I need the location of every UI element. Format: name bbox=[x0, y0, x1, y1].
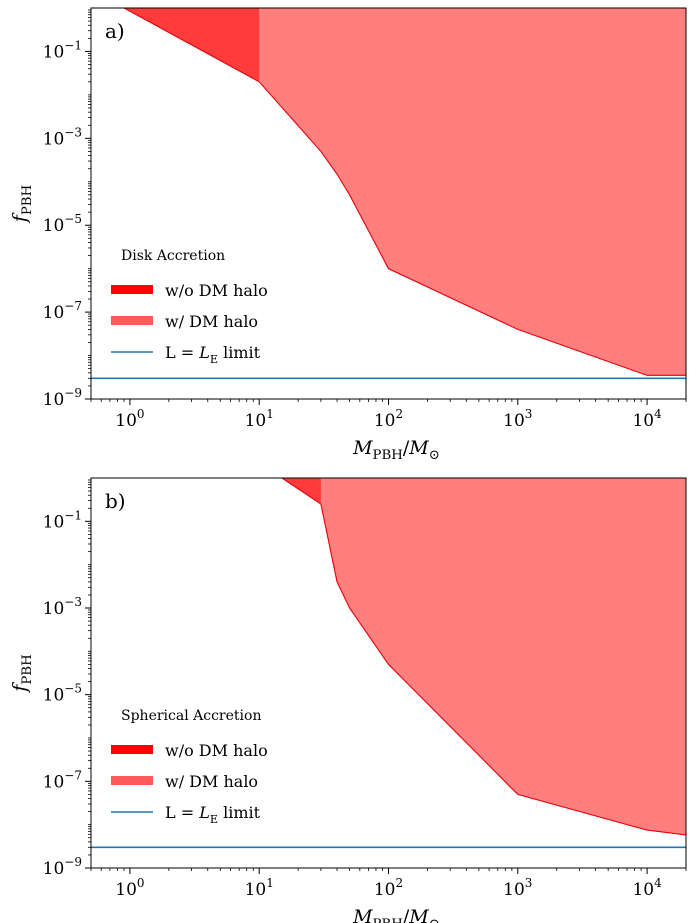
y-tick-label: 10−1 bbox=[43, 38, 82, 62]
y-axis-label: fPBH bbox=[9, 654, 35, 693]
y-tick-label: 10−5 bbox=[43, 682, 82, 706]
y-tick-label: 10−3 bbox=[43, 125, 82, 149]
x-tick-label: 101 bbox=[245, 876, 274, 900]
legend-swatch-without-dm-halo bbox=[111, 745, 153, 754]
y-tick-label: 10−5 bbox=[43, 212, 82, 236]
legend-label: L = LE limit bbox=[165, 803, 261, 826]
y-tick-label: 10−7 bbox=[43, 299, 82, 323]
legend: Spherical Accretion w/o DM halo w/ DM halo… bbox=[111, 708, 268, 826]
y-tick-label: 10−3 bbox=[43, 595, 82, 619]
boundary-with-dm-halo bbox=[320, 503, 686, 836]
chart-panel-a: 100 101 102 103 104 10−9 10−7 10−5 10−3 10−1 MPBH/… bbox=[9, 7, 687, 463]
x-axis-label: MPBH/M⊙ bbox=[352, 437, 440, 463]
x-tick-label: 104 bbox=[632, 407, 662, 431]
legend-title: Spherical Accretion bbox=[121, 708, 261, 724]
plot-area bbox=[91, 8, 686, 380]
boundary-with-dm-halo bbox=[258, 81, 686, 376]
plot-area bbox=[91, 478, 686, 849]
legend-title: Disk Accretion bbox=[121, 248, 225, 264]
region-with-dm-halo bbox=[320, 478, 686, 835]
x-tick-label: 103 bbox=[503, 407, 532, 431]
x-axis-label: MPBH/M⊙ bbox=[352, 906, 440, 923]
x-tick-label: 102 bbox=[374, 407, 403, 431]
legend-label: w/o DM halo bbox=[165, 741, 268, 760]
legend-swatch-with-dm-halo bbox=[111, 776, 153, 785]
legend-label: w/ DM halo bbox=[165, 772, 258, 791]
y-tick-label: 10−7 bbox=[43, 768, 82, 792]
legend-label: w/ DM halo bbox=[165, 312, 258, 331]
legend: Disk Accretion w/o DM halo w/ DM halo L = L… bbox=[111, 248, 268, 366]
y-tick-label: 10−1 bbox=[43, 508, 82, 532]
legend-label: w/o DM halo bbox=[165, 281, 268, 300]
x-tick-label: 103 bbox=[503, 876, 532, 900]
x-tick-label: 100 bbox=[115, 876, 144, 900]
x-tick-label: 101 bbox=[245, 407, 274, 431]
chart-panel-b: 100 101 102 103 104 10−9 10−7 10−5 10−3 10−1 MPBH/… bbox=[9, 477, 687, 923]
y-tick-label: 10−9 bbox=[43, 386, 82, 410]
x-tick-label: 102 bbox=[374, 876, 403, 900]
x-tick-label: 100 bbox=[115, 407, 144, 431]
panel-label: b) bbox=[105, 489, 126, 513]
y-axis-label: fPBH bbox=[9, 185, 35, 224]
legend-swatch-without-dm-halo bbox=[111, 285, 153, 294]
panel-label: a) bbox=[105, 19, 125, 43]
region-with-dm-halo bbox=[259, 8, 686, 376]
y-tick-label: 10−9 bbox=[43, 855, 82, 879]
legend-swatch-with-dm-halo bbox=[111, 316, 153, 325]
x-tick-label: 104 bbox=[632, 876, 662, 900]
legend-label: L = LE limit bbox=[165, 343, 261, 366]
